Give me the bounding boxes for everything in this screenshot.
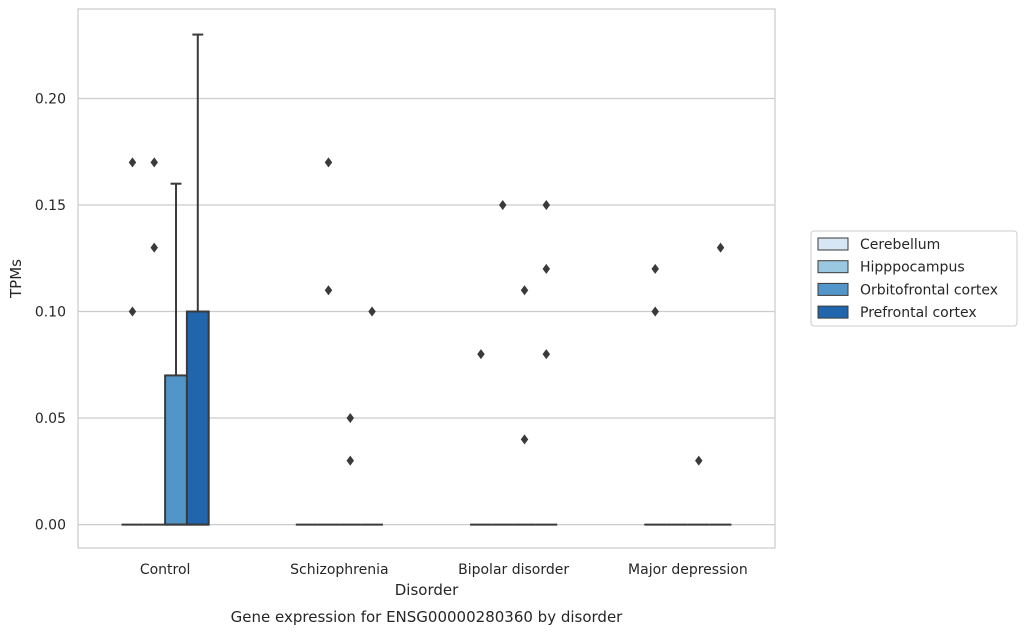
legend-swatch — [817, 305, 849, 319]
y-tick-label: 0.15 — [35, 198, 66, 214]
outlier-point — [128, 306, 137, 317]
outlier-point — [477, 349, 485, 360]
legend-label: Hipppocampus — [860, 260, 965, 276]
outlier-point — [716, 242, 725, 253]
legend-label: Prefrontal cortex — [860, 305, 977, 321]
outlier-point — [520, 285, 529, 296]
figure-caption: Gene expression for ENSG00000280360 by d… — [231, 608, 624, 626]
plot-area-frame — [77, 8, 776, 549]
outlier-point — [542, 349, 551, 360]
x-tick-label: Control — [140, 562, 191, 578]
outlier-point — [368, 306, 376, 317]
y-tick-label: 0.20 — [35, 91, 66, 107]
outlier-point — [324, 285, 333, 296]
outlier-point — [150, 242, 158, 253]
box — [164, 374, 188, 526]
outlier-point — [651, 306, 659, 317]
outlier-point — [346, 413, 355, 424]
box — [185, 310, 210, 526]
x-tick-label: Schizophrenia — [290, 562, 388, 578]
x-axis-label: Disorder — [395, 581, 459, 599]
outlier-point — [520, 434, 529, 445]
legend-swatch — [817, 237, 849, 251]
outlier-point — [651, 263, 659, 274]
legend-items: Cerebellum Hipppocampus Orbitofrontal cort… — [817, 237, 998, 321]
y-tick-label: 0.05 — [35, 411, 66, 427]
legend-swatch — [817, 282, 849, 296]
outlier-point — [498, 200, 507, 210]
x-tick-label: Major depression — [628, 562, 748, 578]
outlier-point — [150, 157, 158, 168]
legend-swatch — [817, 260, 849, 274]
legend-frame — [810, 230, 1018, 327]
legend-label: Cerebellum — [860, 237, 940, 253]
outlier-point — [324, 157, 333, 168]
y-axis-label: TPMs — [7, 259, 25, 299]
y-axis-ticks: 0.00 0.05 0.10 0.15 0.20 — [35, 91, 66, 533]
outlier-point — [542, 263, 551, 274]
y-tick-label: 0.10 — [35, 305, 66, 321]
x-tick-label: Bipolar disorder — [458, 562, 569, 578]
legend: Cerebellum Hipppocampus Orbitofrontal cort… — [810, 230, 1018, 327]
outlier-point — [695, 455, 703, 466]
x-axis-ticks: Control Schizophrenia Bipolar disorder Majo… — [140, 562, 748, 578]
legend-label: Orbitofrontal cortex — [860, 282, 998, 298]
boxes — [121, 33, 732, 526]
y-tick-label: 0.00 — [35, 518, 66, 534]
outliers — [128, 157, 725, 466]
outlier-point — [542, 200, 551, 210]
outlier-point — [128, 157, 137, 168]
outlier-point — [346, 455, 355, 466]
